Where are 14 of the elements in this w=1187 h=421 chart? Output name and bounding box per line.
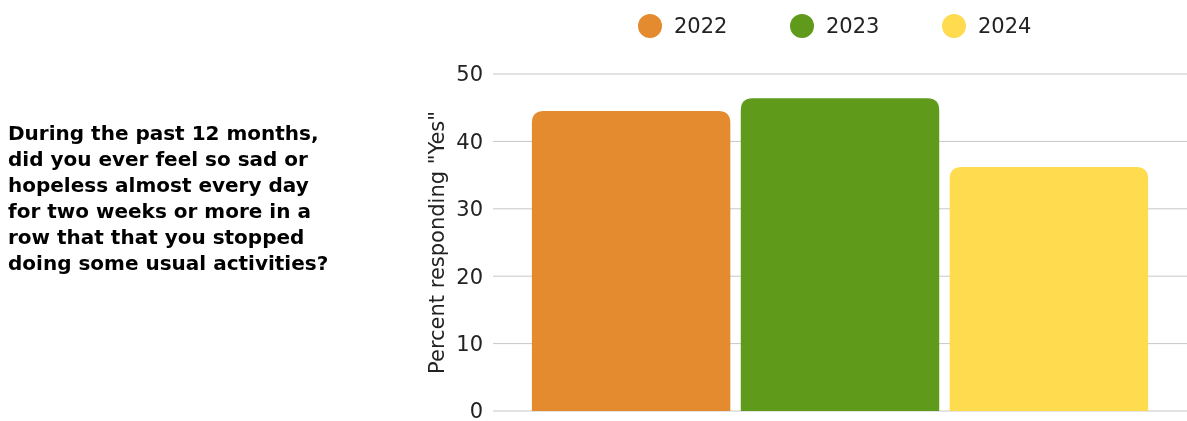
legend-label: 2022 [674, 14, 728, 39]
y-axis-title: Percent responding "Yes" [425, 111, 449, 374]
y-tick-label: 20 [456, 264, 483, 289]
legend-label: 2024 [978, 14, 1032, 39]
y-tick-label: 30 [456, 197, 483, 222]
legend-label: 2023 [826, 14, 880, 39]
y-tick-label: 0 [469, 399, 483, 421]
y-tick-label: 40 [456, 129, 483, 154]
bar [531, 111, 731, 411]
y-tick-label: 10 [456, 331, 483, 356]
y-tick-label: 50 [456, 62, 483, 87]
text: During the past 12 months, did you ever feel so sad or hopeless almost every day for two weeks or more in a row that that you stopped doing some usual activities? [8, 121, 329, 275]
bar [740, 98, 940, 411]
bar [949, 167, 1149, 411]
